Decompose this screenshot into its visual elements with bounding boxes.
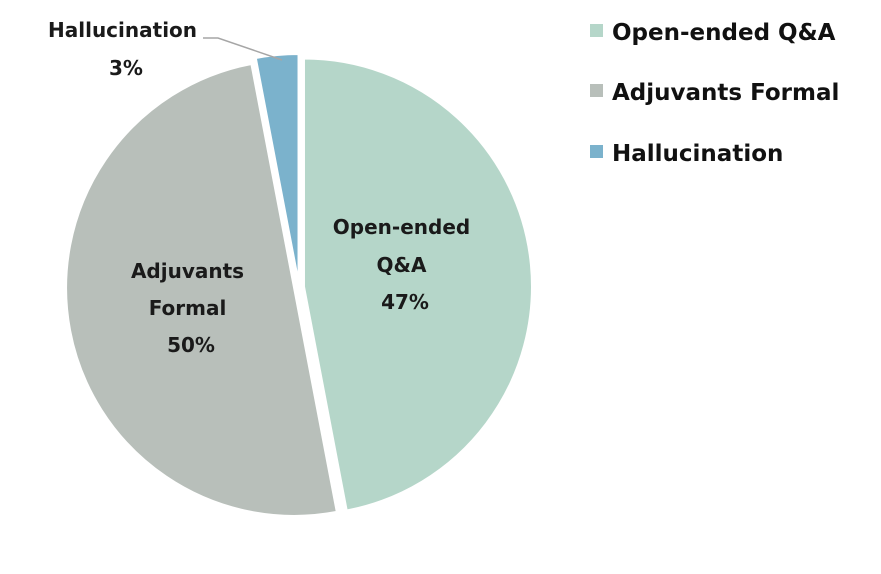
legend: Open-ended Q&A Adjuvants Formal Hallucin… <box>590 20 839 167</box>
slice-label-adjuvants: Adjuvants Formal 50% <box>131 259 251 357</box>
legend-label-open-ended: Open-ended Q&A <box>612 20 836 46</box>
slice-label-hallucination-value: 3% <box>109 56 143 80</box>
slice-label-open-ended-line2: Q&A <box>377 253 427 277</box>
legend-swatch-open-ended <box>590 24 603 37</box>
pie-slice-adjuvants-formal <box>65 62 338 517</box>
slice-label-hallucination: Hallucination 3% <box>48 18 204 80</box>
legend-label-adjuvants: Adjuvants Formal <box>612 80 839 106</box>
pie-slices <box>65 53 533 517</box>
hallucination-leader-line <box>203 37 283 61</box>
pie-slice-open-ended-q-a <box>302 57 533 512</box>
legend-label-hallucination: Hallucination <box>612 141 783 167</box>
data-labels: Open-ended Q&A 47% Adjuvants Formal 50% … <box>48 18 477 357</box>
legend-swatch-adjuvants <box>590 84 603 97</box>
slice-label-adjuvants-line1: Adjuvants <box>131 259 244 283</box>
slice-label-adjuvants-line2: Formal <box>149 296 227 320</box>
slice-label-adjuvants-value: 50% <box>167 333 215 357</box>
slice-label-open-ended-value: 47% <box>381 290 429 314</box>
slice-label-open-ended: Open-ended Q&A 47% <box>333 215 477 314</box>
slice-label-hallucination-line1: Hallucination <box>48 18 197 42</box>
slice-label-open-ended-line1: Open-ended <box>333 215 470 239</box>
legend-swatch-hallucination <box>590 145 603 158</box>
pie-slice-hallucination <box>254 53 300 283</box>
